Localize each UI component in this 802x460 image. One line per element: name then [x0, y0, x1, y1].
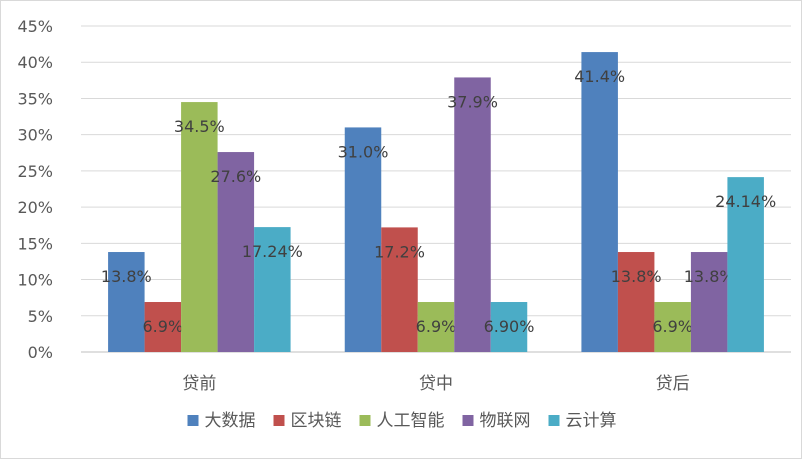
data-label: 27.6% [210, 167, 261, 186]
bar [454, 77, 491, 353]
x-category-label: 贷前 [182, 374, 216, 394]
bar [727, 177, 764, 352]
data-label: 37.9% [447, 92, 498, 111]
x-category-label: 贷中 [419, 374, 453, 394]
legend-label: 大数据 [205, 411, 256, 431]
bar [617, 252, 655, 352]
bar [581, 52, 618, 352]
legend-label: 云计算 [566, 411, 617, 431]
data-label: 17.24% [242, 242, 303, 261]
y-tick-label: 30% [17, 126, 53, 145]
legend-swatch [548, 415, 560, 426]
bar [381, 227, 418, 352]
y-tick-label: 20% [17, 198, 53, 217]
legend-label: 人工智能 [377, 411, 445, 431]
y-tick-label: 15% [17, 234, 53, 253]
data-label: 13.8% [684, 267, 735, 286]
legend-label: 区块链 [291, 411, 342, 431]
bar [144, 302, 182, 352]
bar [654, 302, 691, 352]
data-label: 13.8% [611, 267, 662, 286]
data-label: 17.2% [374, 242, 425, 261]
y-tick-label: 40% [17, 53, 53, 72]
bar [217, 152, 255, 352]
data-label: 24.14% [715, 192, 776, 211]
data-label: 41.4% [574, 67, 625, 86]
y-tick-label: 5% [28, 307, 53, 326]
y-tick-label: 10% [17, 271, 53, 290]
bar [108, 252, 145, 352]
legend-swatch [273, 415, 285, 426]
legend-swatch [187, 415, 199, 426]
data-label: 6.9% [416, 317, 457, 336]
legend-label: 物联网 [480, 411, 531, 431]
bar [690, 252, 728, 352]
data-label: 31.0% [338, 142, 389, 161]
legend-swatch [359, 415, 371, 426]
data-label: 6.90% [484, 317, 535, 336]
bar [490, 302, 528, 352]
legend-swatch [462, 415, 474, 426]
bar [181, 102, 218, 352]
data-label: 34.5% [174, 117, 225, 136]
data-label: 6.9% [143, 317, 184, 336]
data-label: 13.8% [101, 267, 152, 286]
bar [254, 227, 291, 352]
bar [417, 302, 455, 352]
bar [344, 127, 382, 352]
y-tick-label: 35% [17, 89, 53, 108]
x-category-label: 贷后 [656, 374, 690, 394]
y-tick-label: 45% [17, 17, 53, 36]
y-tick-label: 0% [28, 343, 53, 362]
data-label: 6.9% [652, 317, 693, 336]
y-tick-label: 25% [17, 162, 53, 181]
